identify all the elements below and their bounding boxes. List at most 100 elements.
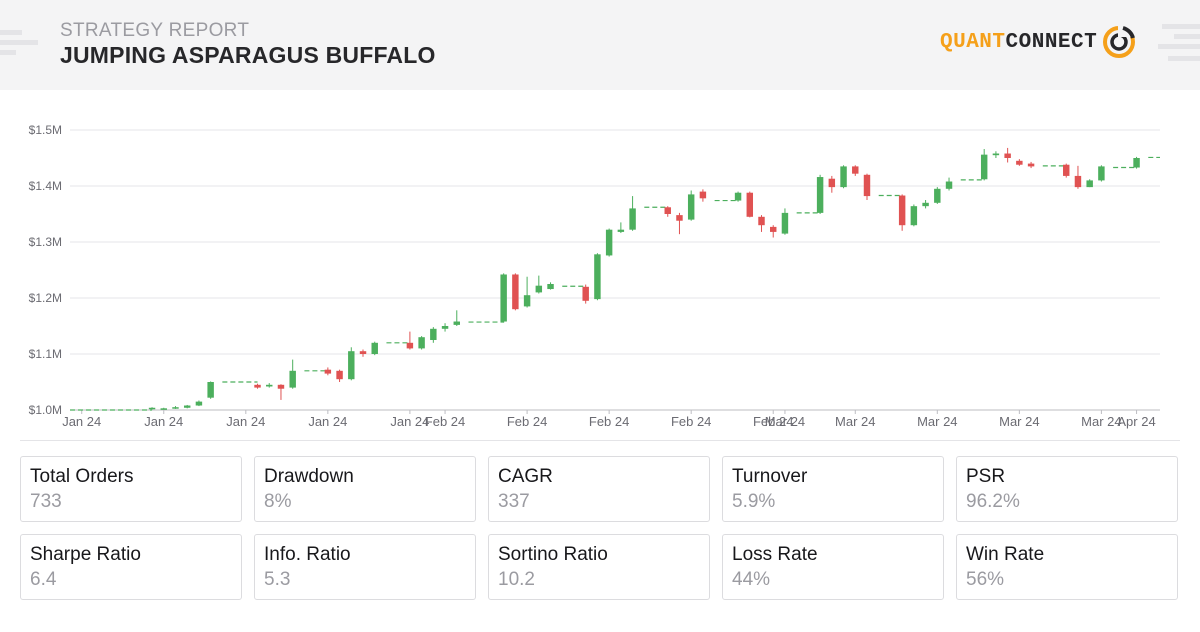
candle-body xyxy=(664,207,671,214)
candle-body xyxy=(418,337,425,349)
section-divider xyxy=(20,440,1180,441)
header-decoration xyxy=(0,50,16,55)
candle-body xyxy=(629,208,636,230)
candle-body xyxy=(348,351,355,380)
x-tick-label: Jan 24 xyxy=(308,414,347,429)
candle-body xyxy=(371,342,378,354)
x-tick-label: Feb 24 xyxy=(425,414,465,429)
candle-body xyxy=(254,384,261,388)
candle-body xyxy=(770,226,777,232)
metric-label: Turnover xyxy=(732,466,808,487)
header-decoration xyxy=(0,30,22,35)
metric-label: Win Rate xyxy=(966,544,1045,565)
candle-body xyxy=(172,407,179,409)
x-tick-label: Mar 24 xyxy=(765,414,805,429)
metric-label: Total Orders xyxy=(30,466,134,487)
candle-body xyxy=(781,212,789,234)
x-tick-label: Feb 24 xyxy=(671,414,711,429)
candle-body xyxy=(207,382,214,398)
x-tick-label: Mar 24 xyxy=(835,414,875,429)
candle-body xyxy=(852,166,859,174)
candle-body xyxy=(441,326,449,329)
candle-body xyxy=(1074,175,1082,188)
candle-body xyxy=(980,154,988,180)
metric-label: Loss Rate xyxy=(732,544,818,565)
strategy-title: JUMPING ASPARAGUS BUFFALO xyxy=(60,42,436,68)
candle-body xyxy=(183,405,191,408)
candle-body xyxy=(758,216,765,226)
metric-card-loss-rate: Loss Rate 44% xyxy=(722,534,944,600)
y-tick-label: $1.5M xyxy=(29,123,62,137)
candle-body xyxy=(992,153,1000,156)
x-tick-label: Apr 24 xyxy=(1117,414,1155,429)
metric-value: 5.9% xyxy=(732,491,776,512)
metric-label: PSR xyxy=(966,466,1006,487)
candle-body xyxy=(430,328,437,340)
quantconnect-logo: QUANT CONNECT xyxy=(940,24,1137,60)
candle-body xyxy=(898,195,906,226)
candle-body xyxy=(863,174,871,197)
candle-body xyxy=(1133,158,1140,168)
candle-body xyxy=(816,177,824,213)
candle-body xyxy=(746,192,754,217)
metric-value: 6.4 xyxy=(30,569,57,590)
equity-chart-svg: $1.0M $1.1M $1.2M $1.3M $1.4M $1.5M Jan 24 Jan … xyxy=(29,123,1160,429)
metric-value: 96.2% xyxy=(966,491,1020,512)
metric-value: 5.3 xyxy=(264,569,291,590)
candle-body xyxy=(840,166,847,188)
candle-body xyxy=(828,178,836,188)
candle-body xyxy=(945,181,953,189)
metric-card-cagr: CAGR 337 xyxy=(488,456,710,522)
y-tick-label: $1.3M xyxy=(29,235,62,249)
metric-label: Sortino Ratio xyxy=(498,544,608,565)
candle-body xyxy=(523,295,531,307)
candle-body xyxy=(1098,166,1105,181)
metric-value: 44% xyxy=(732,569,771,590)
x-tick-label: Jan 24 xyxy=(144,414,183,429)
metric-value: 8% xyxy=(264,491,292,512)
candle-body xyxy=(910,206,918,226)
logo-ring-icon xyxy=(1103,26,1136,58)
candle-body xyxy=(512,274,519,310)
metric-label: Info. Ratio xyxy=(264,544,351,565)
candle-body xyxy=(547,284,554,290)
y-tick-label: $1.1M xyxy=(29,347,62,361)
candle-body xyxy=(734,192,742,201)
x-tick-label: Feb 24 xyxy=(753,414,793,429)
metric-label: Sharpe Ratio xyxy=(30,544,141,565)
metric-card-sharpe-ratio: Sharpe Ratio 6.4 xyxy=(20,534,242,600)
candle-body xyxy=(324,369,332,374)
x-tick-label: Mar 24 xyxy=(1081,414,1121,429)
candle-body xyxy=(406,342,414,349)
candle-body xyxy=(934,188,941,203)
candle-body xyxy=(266,384,273,387)
candle-body xyxy=(594,254,601,300)
x-tick-label: Feb 24 xyxy=(507,414,547,429)
metric-value: 56% xyxy=(966,569,1005,590)
x-tick-label: Mar 24 xyxy=(999,414,1039,429)
header-decoration xyxy=(0,40,38,45)
x-tick-label: Jan 24 xyxy=(390,414,429,429)
candle-body xyxy=(605,229,613,256)
x-tick-label: Jan 24 xyxy=(226,414,265,429)
header-decoration xyxy=(1174,34,1200,39)
logo-text-connect: CONNECT xyxy=(1005,30,1098,54)
x-tick-label: Feb 24 xyxy=(589,414,629,429)
candle-body xyxy=(336,370,343,380)
metric-card-win-rate: Win Rate 56% xyxy=(956,534,1178,600)
x-tick-label: Jan 24 xyxy=(62,414,101,429)
candle-body xyxy=(699,191,707,199)
header-decoration xyxy=(1158,44,1200,49)
y-tick-label: $1.0M xyxy=(29,403,62,417)
candle-body xyxy=(359,351,367,354)
candle-body xyxy=(289,370,296,388)
x-tick-label: Mar 24 xyxy=(917,414,957,429)
metric-card-turnover: Turnover 5.9% xyxy=(722,456,944,522)
y-tick-label: $1.4M xyxy=(29,179,62,193)
candle-body xyxy=(148,407,156,410)
header-decoration xyxy=(1168,56,1200,61)
header-decoration xyxy=(1162,24,1200,29)
candle-body xyxy=(1086,180,1093,188)
candle-body xyxy=(617,229,625,232)
metric-card-psr: PSR 96.2% xyxy=(956,456,1178,522)
